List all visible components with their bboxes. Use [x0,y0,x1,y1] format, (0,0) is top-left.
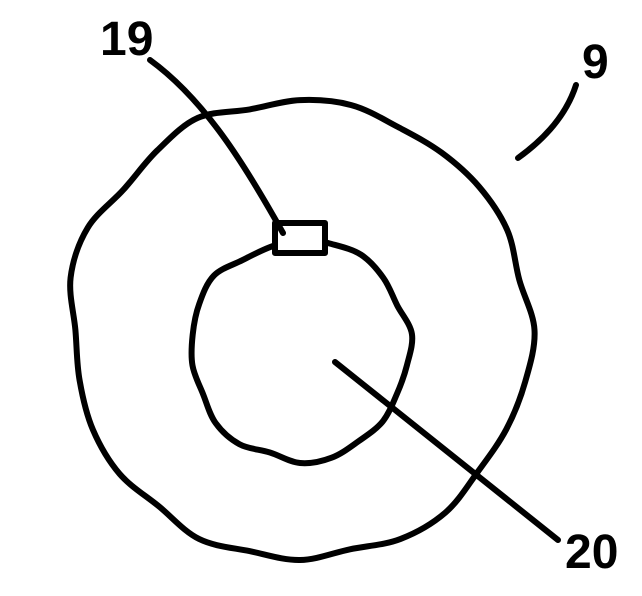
label-l19: 19 [100,13,153,66]
diagram-root: 19 9 20 [0,0,642,596]
leader-l9 [518,85,576,158]
outer-circle [70,100,534,560]
inner-circle [191,238,412,463]
label-l9: 9 [582,36,609,89]
leader-l19 [150,60,283,233]
label-l20: 20 [565,526,618,579]
